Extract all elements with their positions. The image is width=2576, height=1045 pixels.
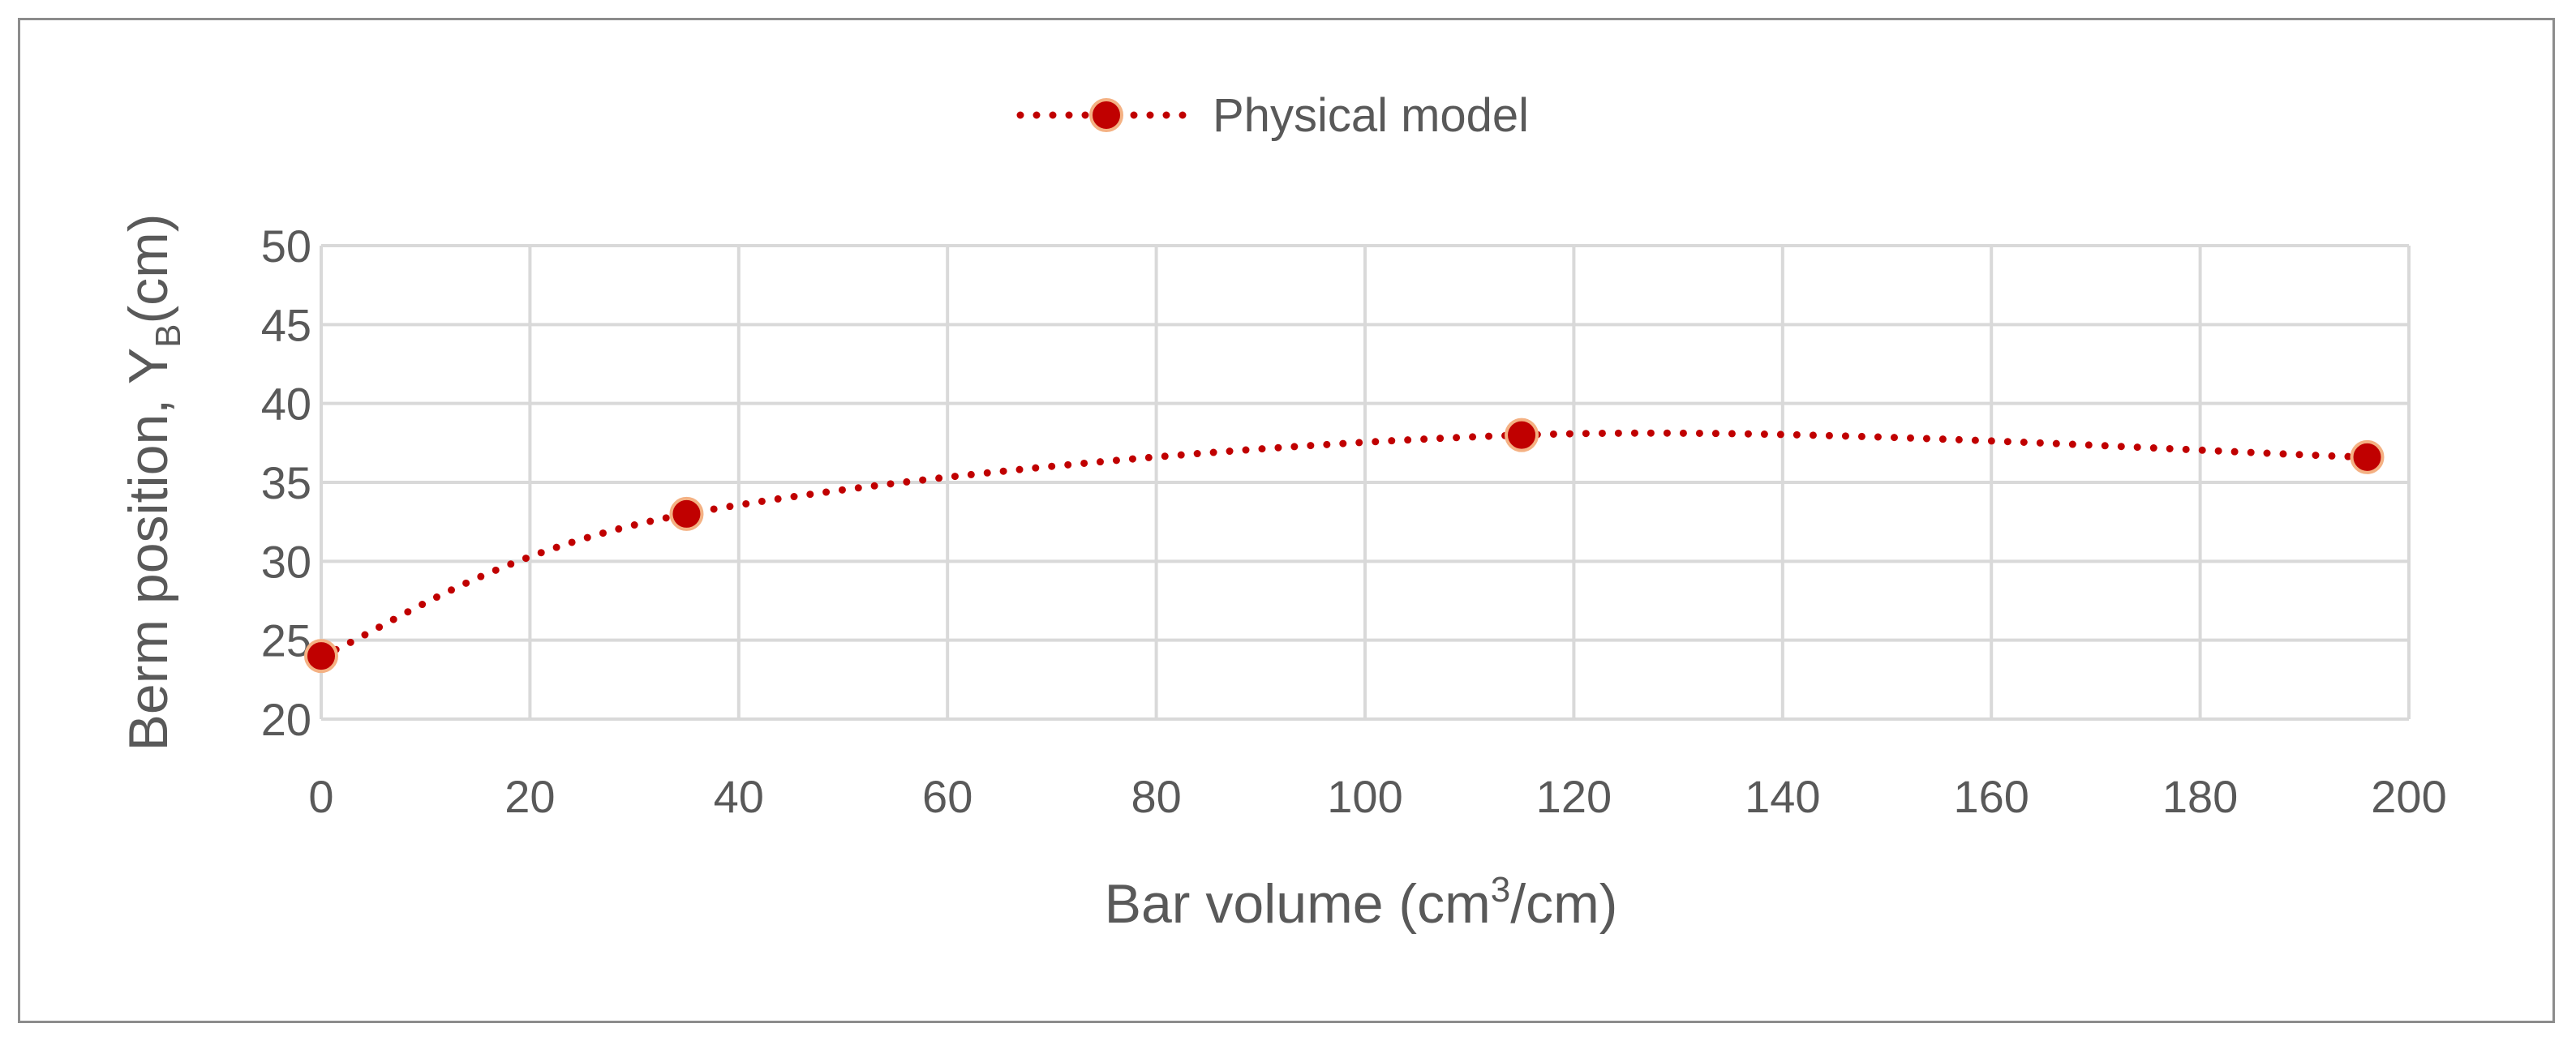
y-axis-title: Berm position, YB(cm) — [118, 214, 188, 752]
data-point-marker — [304, 639, 338, 674]
x-tick-label: 200 — [2371, 771, 2446, 822]
data-point-marker — [1505, 418, 1539, 452]
legend-entry-label: Physical model — [1213, 89, 1529, 142]
x-tick-label: 40 — [714, 771, 764, 822]
y-tick-label: 45 — [261, 299, 311, 350]
y-tick-label: 30 — [261, 536, 311, 587]
y-axis-title-subscript: B — [148, 323, 188, 347]
y-tick-label: 25 — [261, 615, 311, 666]
chart-frame — [18, 18, 2555, 1023]
x-axis-title-superscript: 3 — [1491, 870, 1510, 910]
y-tick-labels: 20 25 30 35 40 45 50 — [261, 221, 311, 745]
x-tick-label: 100 — [1327, 771, 1402, 822]
x-tick-label: 120 — [1536, 771, 1612, 822]
x-tick-label: 160 — [1953, 771, 2029, 822]
y-tick-label: 50 — [261, 221, 311, 272]
x-tick-labels: 0 20 40 60 80 100 120 140 160 180 200 — [308, 771, 2446, 822]
series-line-physical-model — [317, 429, 2372, 660]
x-tick-label: 20 — [504, 771, 555, 822]
y-tick-label: 20 — [261, 694, 311, 745]
x-tick-label: 0 — [308, 771, 333, 822]
x-tick-label: 180 — [2162, 771, 2238, 822]
legend: Physical model — [1016, 89, 1529, 142]
x-tick-label: 60 — [922, 771, 972, 822]
x-tick-label: 80 — [1131, 771, 1181, 822]
x-tick-label: 140 — [1745, 771, 1820, 822]
y-tick-label: 40 — [261, 379, 311, 430]
legend-marker-swatch — [1089, 98, 1123, 132]
x-axis-title: Bar volume (cm3/cm) — [1105, 870, 1618, 935]
data-point-marker — [669, 496, 704, 531]
y-tick-label: 35 — [261, 457, 311, 508]
series-layer — [304, 418, 2385, 674]
data-point-marker — [2350, 439, 2385, 474]
grid-lines — [320, 244, 2411, 721]
